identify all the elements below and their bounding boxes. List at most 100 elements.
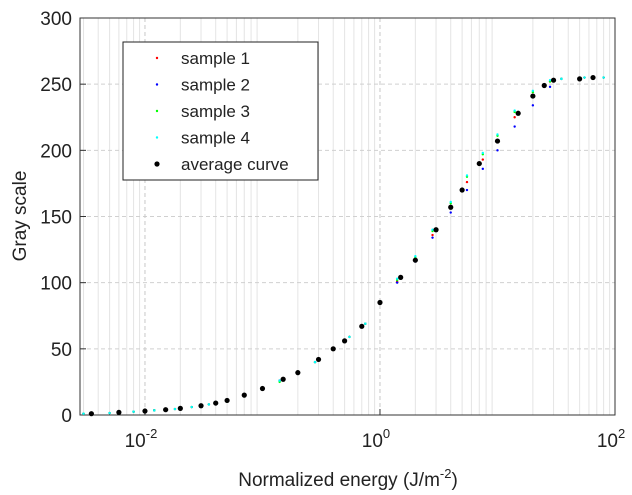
point xyxy=(295,370,301,376)
point xyxy=(459,187,465,193)
x-tick-exponent: 2 xyxy=(618,426,625,441)
point xyxy=(476,160,482,167)
x-tick-base: 10 xyxy=(597,431,618,452)
point xyxy=(190,405,193,409)
point xyxy=(494,138,501,144)
legend-label: sample 3 xyxy=(181,102,250,121)
point xyxy=(153,409,156,412)
x-axis-label-tail: ) xyxy=(451,470,457,491)
plot-border xyxy=(79,17,616,416)
point xyxy=(207,403,211,406)
point xyxy=(531,89,535,92)
legend-marker xyxy=(155,109,159,113)
y-axis-label: Gray scale xyxy=(10,171,31,262)
point xyxy=(142,408,148,414)
point xyxy=(448,204,454,210)
legend-marker xyxy=(155,136,159,139)
legend-marker xyxy=(155,83,159,86)
legend-box xyxy=(122,41,319,181)
point xyxy=(198,403,204,409)
point xyxy=(481,167,485,171)
point xyxy=(602,76,605,79)
point xyxy=(313,360,317,364)
point xyxy=(359,323,365,329)
legend: sample 1 sample 2 sample 3 sample 4 average … xyxy=(122,41,319,181)
point xyxy=(530,93,536,99)
x-axis-label-text: Normalized energy (J/m xyxy=(238,470,440,491)
point xyxy=(88,411,94,417)
point xyxy=(108,411,111,415)
x-tick-label: 102 xyxy=(597,426,625,452)
x-tick-exponent: -2 xyxy=(146,426,158,441)
point xyxy=(548,78,552,82)
x-tick-label: 10-2 xyxy=(125,426,158,452)
y-tick-label: 200 xyxy=(40,141,72,162)
point xyxy=(541,82,547,89)
point xyxy=(364,322,367,325)
point xyxy=(278,379,281,382)
point xyxy=(431,228,434,231)
point xyxy=(513,125,516,128)
point xyxy=(513,109,516,112)
point xyxy=(481,151,485,155)
point xyxy=(550,77,557,83)
point xyxy=(348,335,351,339)
point xyxy=(449,200,452,204)
point xyxy=(377,299,383,306)
point xyxy=(465,188,469,192)
y-tick-label: 150 xyxy=(40,208,72,229)
legend-label: average curve xyxy=(181,155,289,174)
point xyxy=(412,257,418,263)
point xyxy=(395,277,399,280)
point xyxy=(433,227,439,233)
point xyxy=(465,174,469,177)
y-tick-label: 0 xyxy=(61,406,72,427)
legend-label: sample 4 xyxy=(181,129,250,148)
point xyxy=(496,149,499,152)
point xyxy=(116,409,122,415)
point xyxy=(132,410,135,413)
y-tick-label: 100 xyxy=(40,274,72,295)
point xyxy=(224,397,230,404)
legend-label: sample 2 xyxy=(181,76,250,95)
x-tick-base: 10 xyxy=(125,431,146,452)
legend-marker xyxy=(155,56,159,60)
x-axis-label-sup: -2 xyxy=(440,466,452,481)
point xyxy=(590,74,596,81)
x-tick-base: 10 xyxy=(362,431,383,452)
point xyxy=(398,274,404,280)
point xyxy=(280,376,286,382)
point xyxy=(431,236,434,239)
y-tick-label: 300 xyxy=(40,9,72,30)
point xyxy=(496,133,499,136)
point xyxy=(330,346,336,352)
point xyxy=(515,110,521,116)
legend-marker xyxy=(154,161,160,167)
point xyxy=(577,76,583,82)
x-axis-label: Normalized energy (J/m-2) xyxy=(238,466,458,491)
point xyxy=(465,180,469,184)
point xyxy=(163,407,169,413)
y-tick-label: 50 xyxy=(51,340,72,361)
point xyxy=(414,255,417,258)
y-tick-label: 250 xyxy=(40,75,72,96)
point xyxy=(82,412,85,415)
point xyxy=(342,338,348,344)
point xyxy=(513,116,516,119)
point xyxy=(213,400,219,406)
point xyxy=(395,281,399,284)
point xyxy=(241,392,247,398)
point xyxy=(177,405,183,411)
point xyxy=(481,158,485,161)
x-tick-label: 100 xyxy=(362,426,390,452)
point xyxy=(583,76,586,79)
point xyxy=(173,407,177,411)
point xyxy=(531,104,535,107)
point xyxy=(431,233,434,237)
x-tick-exponent: 0 xyxy=(383,426,390,441)
point xyxy=(259,385,266,392)
point xyxy=(548,85,552,89)
point xyxy=(315,356,322,363)
legend-label: sample 1 xyxy=(181,49,250,68)
